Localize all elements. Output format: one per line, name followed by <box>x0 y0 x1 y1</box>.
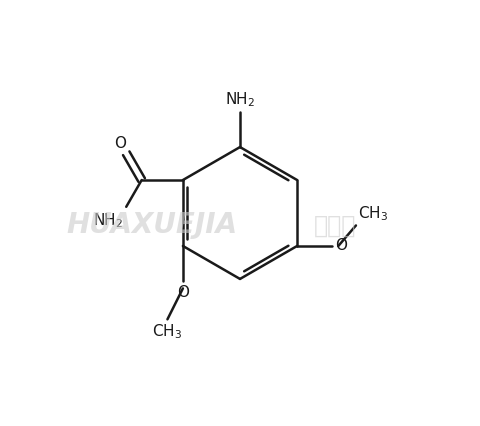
Text: O: O <box>336 239 348 253</box>
Text: NH$_2$: NH$_2$ <box>93 211 123 230</box>
Text: HUAXUEJIA: HUAXUEJIA <box>67 211 238 239</box>
Text: NH$_2$: NH$_2$ <box>225 90 255 109</box>
Text: CH$_3$: CH$_3$ <box>152 322 182 341</box>
Text: O: O <box>177 285 189 300</box>
Text: CH$_3$: CH$_3$ <box>358 204 388 223</box>
Text: O: O <box>114 136 126 151</box>
Text: 化学加: 化学加 <box>314 213 357 237</box>
